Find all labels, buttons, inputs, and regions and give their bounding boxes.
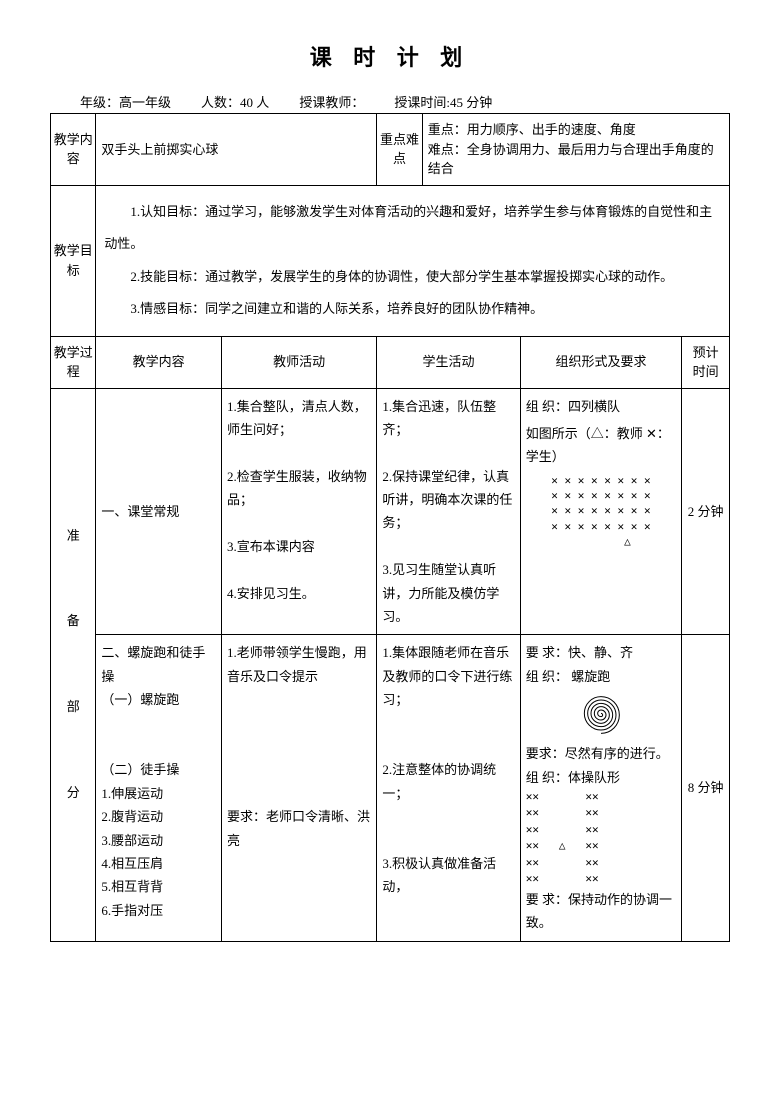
goal-2: 2.技能目标：通过教学，发展学生的身体的协调性，使大部分学生基本掌握投掷实心球的… <box>104 261 721 294</box>
sec2-org1: 组 织： 螺旋跑 <box>526 665 676 688</box>
sec1-student: 1.集合迅速，队伍整齐； 2.保持课堂纪律，认真听讲，明确本次课的任务； 3.见… <box>377 388 520 635</box>
formation-diagram-1: ✕ ✕ ✕ ✕ ✕ ✕ ✕ ✕ ✕ ✕ ✕ ✕ ✕ ✕ ✕ ✕ ✕ ✕ ✕ ✕ … <box>526 473 676 550</box>
time-label: 授课时间: <box>394 95 450 110</box>
sec1-org-desc: 如图所示（△：教师 ✕：学生） <box>526 422 676 469</box>
goal-3: 3.情感目标：同学之间建立和谐的人际关系，培养良好的团队协作精神。 <box>104 293 721 326</box>
teacher-label: 授课教师： <box>299 92 364 111</box>
formation-diagram-2: ✕✕ ✕✕ ✕✕ ✕✕ ✕✕ ✕✕ ✕✕ △ ✕✕ ✕✕ ✕✕ ✕✕ ✕✕ <box>526 789 676 888</box>
col-org: 组织形式及要求 <box>520 336 681 388</box>
grade-value: 高一年级 <box>119 95 171 110</box>
sec1-time: 2 分钟 <box>682 388 730 635</box>
sec2-req3: 要 求：保持动作的协调一致。 <box>526 888 676 935</box>
grade-label: 年级： <box>80 95 119 110</box>
col-process: 教学过程 <box>51 336 96 388</box>
key-points: 重点：用力顺序、出手的速度、角度 难点：全身协调用力、最后用力与合理出手角度的结… <box>422 114 729 186</box>
goals-content: 1.认知目标：通过学习，能够激发学生对体育活动的兴趣和爱好，培养学生参与体育锻炼… <box>96 185 730 336</box>
sec2-teacher: 1.老师带领学生慢跑，用音乐及口令提示 要求：老师口令清晰、洪亮 <box>221 635 376 941</box>
teaching-content-label: 教学内容 <box>51 114 96 186</box>
spiral-icon <box>576 690 626 740</box>
col-content: 教学内容 <box>96 336 222 388</box>
sec1-content: 一、课堂常规 <box>96 388 222 635</box>
col-time: 预计时间 <box>682 336 730 388</box>
sec2-org2: 组 织：体操队形 <box>526 766 676 789</box>
sec2-req1: 要 求：快、静、齐 <box>526 641 676 664</box>
key-points-label: 重点难点 <box>377 114 422 186</box>
col-teacher: 教师活动 <box>221 336 376 388</box>
sec1-org: 组 织：四列横队 如图所示（△：教师 ✕：学生） ✕ ✕ ✕ ✕ ✕ ✕ ✕ ✕… <box>520 388 681 635</box>
prep-section-label: 准 备 部 分 <box>51 388 96 941</box>
lesson-plan-table: 教学内容 双手头上前掷实心球 重点难点 重点：用力顺序、出手的速度、角度 难点：… <box>50 113 730 942</box>
sec2-content: 二、螺旋跑和徒手操 （一）螺旋跑 （二）徒手操 1.伸展运动 2.腹背运动 3.… <box>96 635 222 941</box>
sec1-org-title: 组 织：四列横队 <box>526 395 676 418</box>
goals-label: 教学目标 <box>51 185 96 336</box>
page-title: 课 时 计 划 <box>50 40 730 72</box>
col-student: 学生活动 <box>377 336 520 388</box>
sec2-req2: 要求：尽然有序的进行。 <box>526 742 676 765</box>
header-info: 年级：高一年级 人数：40 人 授课教师： 授课时间:45 分钟 <box>50 92 730 111</box>
count-label: 人数： <box>201 95 240 110</box>
sec2-time: 8 分钟 <box>682 635 730 941</box>
count-value: 40 人 <box>240 95 269 110</box>
sec2-org: 要 求：快、静、齐 组 织： 螺旋跑 要求：尽然有序的进行。 组 织：体操队形 … <box>520 635 681 941</box>
sec2-student: 1.集体跟随老师在音乐及教师的口令下进行练习； 2.注意整体的协调统一； 3.积… <box>377 635 520 941</box>
teaching-content: 双手头上前掷实心球 <box>96 114 377 186</box>
sec1-teacher: 1.集合整队，清点人数，师生问好； 2.检查学生服装，收纳物品； 3.宣布本课内… <box>221 388 376 635</box>
goal-1: 1.认知目标：通过学习，能够激发学生对体育活动的兴趣和爱好，培养学生参与体育锻炼… <box>104 196 721 261</box>
time-value: 45 分钟 <box>450 95 492 110</box>
